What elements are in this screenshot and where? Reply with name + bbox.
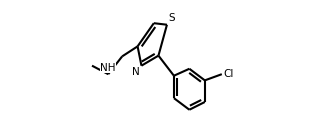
Text: Cl: Cl	[224, 69, 234, 79]
Text: N: N	[132, 67, 140, 77]
Text: NH: NH	[100, 63, 116, 73]
Text: S: S	[169, 13, 175, 23]
